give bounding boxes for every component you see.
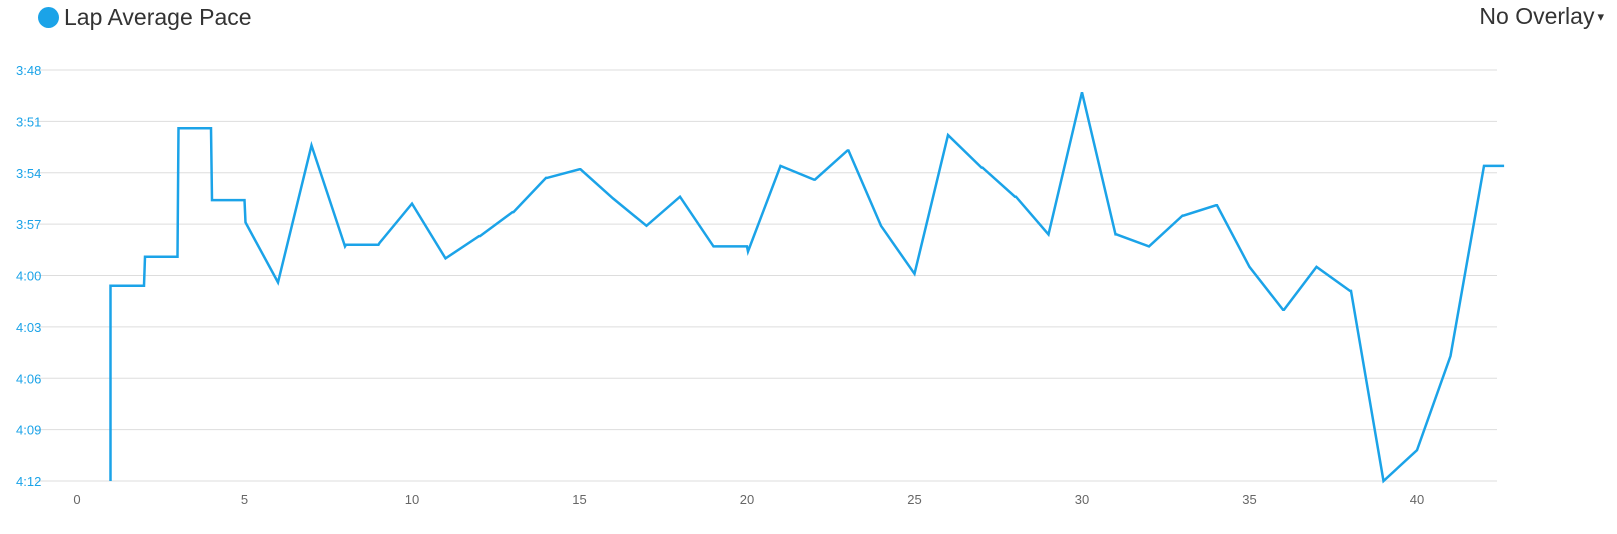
y-tick-label: 3:54 <box>16 166 41 181</box>
x-tick-label: 35 <box>1242 492 1256 507</box>
y-tick-label: 3:51 <box>16 114 41 129</box>
y-tick-label: 4:09 <box>16 423 41 438</box>
y-tick-label: 4:00 <box>16 269 41 284</box>
x-tick-label: 20 <box>740 492 754 507</box>
y-tick-label: 3:57 <box>16 217 41 232</box>
legend-label: Lap Average Pace <box>64 4 252 30</box>
pace-series-line <box>109 92 1505 484</box>
x-tick-label: 10 <box>405 492 419 507</box>
y-tick-label: 4:12 <box>16 474 41 489</box>
legend-dot-icon <box>38 7 59 28</box>
overlay-dropdown[interactable]: No Overlay ▾ <box>1479 3 1604 30</box>
legend: Lap Average Pace <box>38 4 252 31</box>
y-tick-label: 4:06 <box>16 371 41 386</box>
x-tick-label: 30 <box>1075 492 1089 507</box>
y-tick-label: 3:48 <box>16 63 41 78</box>
x-tick-label: 40 <box>1410 492 1424 507</box>
x-tick-label: 5 <box>241 492 248 507</box>
x-tick-label: 0 <box>73 492 80 507</box>
chevron-down-icon: ▾ <box>1597 8 1604 24</box>
y-tick-label: 4:03 <box>16 320 41 335</box>
x-tick-label: 25 <box>907 492 921 507</box>
overlay-label: No Overlay <box>1479 3 1595 29</box>
x-tick-label: 15 <box>572 492 586 507</box>
